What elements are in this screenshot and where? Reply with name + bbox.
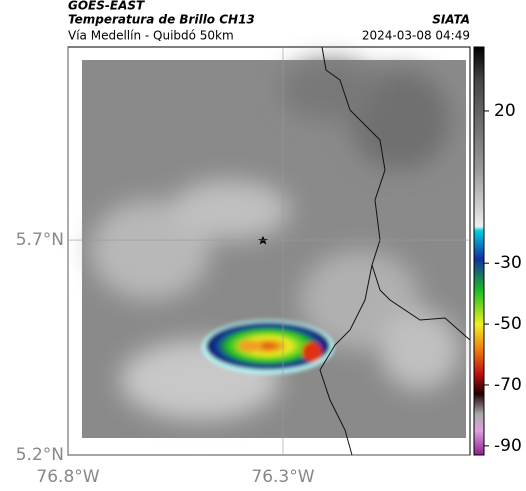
colorbar-tick-label: -70 [494,375,522,395]
y-tick-label: 5.7°N [16,230,64,250]
colorbar-tick-label: 20 [494,101,516,121]
satellite-image [82,46,471,456]
timestamp: 2024-03-08 04:49 [362,29,470,43]
colorbar-tick-label: -50 [494,314,522,334]
colorbar [473,46,485,456]
brand: SIATA [432,13,470,27]
x-tick-label: 76.3°W [251,467,314,487]
colorbar-tick-label: -90 [494,436,522,456]
subtitle: Vía Medellín - Quibdó 50km [68,29,234,43]
colorbar-tick-label: -30 [494,253,522,273]
source: GOES-EAST [68,0,145,13]
title: Temperatura de Brillo CH13 [68,13,255,27]
y-tick-label: 5.2°N [16,445,64,465]
x-tick-label: 76.8°W [36,467,99,487]
